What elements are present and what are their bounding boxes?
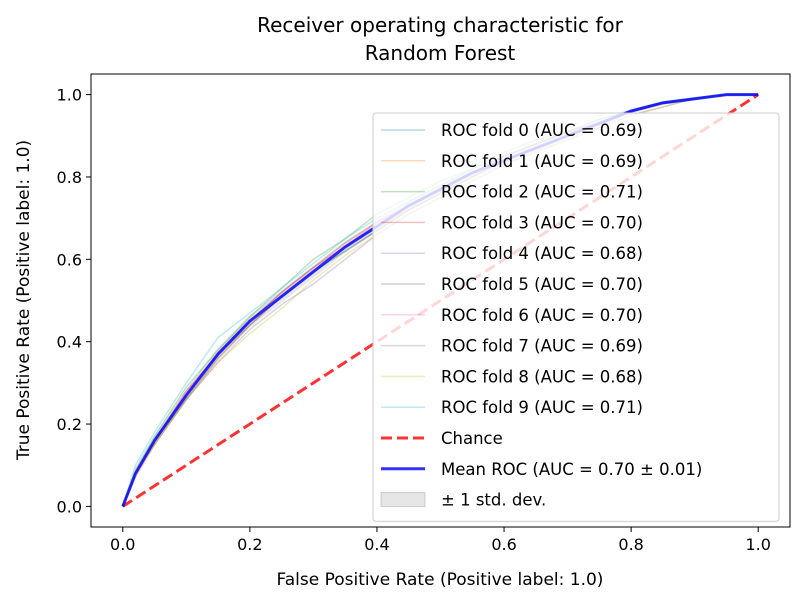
y-tick-label: 0.6: [57, 250, 82, 269]
x-tick-label: 0.4: [364, 535, 389, 554]
x-tick-label: 0.2: [237, 535, 262, 554]
legend-box: [372, 112, 780, 522]
y-tick-label: 0.2: [57, 415, 82, 434]
y-tick-label: 0.8: [57, 168, 82, 187]
x-tick-label: 0.0: [110, 535, 135, 554]
y-tick-label: 0.0: [57, 497, 82, 516]
legend-fold-5-label: ROC fold 5 (AUC = 0.70): [441, 275, 643, 294]
legend-fold-7-label: ROC fold 7 (AUC = 0.69): [441, 337, 643, 356]
legend: ROC fold 0 (AUC = 0.69) ROC fold 1 (AUC =…: [372, 112, 780, 522]
x-tick-label: 0.8: [618, 535, 643, 554]
legend-band-swatch: [380, 492, 426, 508]
axes: 0.0 0.2 0.4 0.6 0.8 1.0 0.0 0.2 0.4 0.6 0.8 1.0: [57, 73, 791, 554]
y-tick-label: 1.0: [57, 86, 82, 105]
chart-title-line-2: Random Forest: [365, 41, 516, 65]
legend-fold-9-label: ROC fold 9 (AUC = 0.71): [441, 398, 643, 417]
legend-chance-label: Chance: [441, 429, 503, 448]
x-axis-label: False Positive Rate (Positive label: 1.0…: [277, 570, 604, 590]
y-tick-label: 0.4: [57, 333, 82, 352]
x-tick-label: 0.6: [491, 535, 516, 554]
legend-mean-label: Mean ROC (AUC = 0.70 ± 0.01): [441, 460, 702, 479]
chart-title-line-1: Receiver operating characteristic for: [257, 13, 624, 37]
y-axis-label: True Positive Rate (Positive label: 1.0): [14, 140, 34, 461]
legend-fold-2-label: ROC fold 2 (AUC = 0.71): [441, 183, 643, 202]
legend-band-label: ± 1 std. dev.: [441, 491, 546, 510]
plot-frame: [90, 73, 791, 528]
x-tick-label: 1.0: [746, 535, 771, 554]
legend-fold-3-label: ROC fold 3 (AUC = 0.70): [441, 213, 643, 232]
legend-fold-0-label: ROC fold 0 (AUC = 0.69): [441, 121, 643, 140]
legend-fold-1-label: ROC fold 1 (AUC = 0.69): [441, 152, 643, 171]
legend-fold-8-label: ROC fold 8 (AUC = 0.68): [441, 367, 643, 386]
legend-fold-4-label: ROC fold 4 (AUC = 0.68): [441, 244, 643, 263]
legend-fold-6-label: ROC fold 6 (AUC = 0.70): [441, 306, 643, 325]
